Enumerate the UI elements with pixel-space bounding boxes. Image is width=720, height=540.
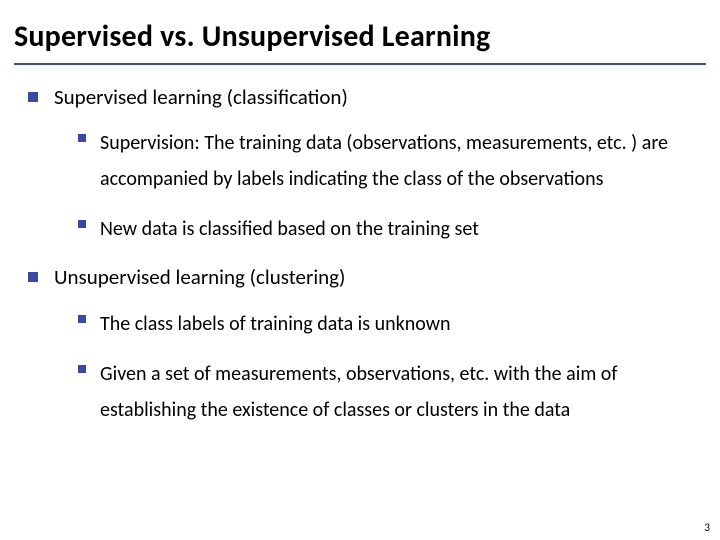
list-item-l1: Supervised learning (classification) (28, 83, 692, 111)
l2-text: The class labels of training data is unk… (100, 306, 451, 342)
l1-text: Supervised learning (classification) (54, 83, 348, 111)
l2-text: Supervision: The training data (observat… (100, 125, 692, 197)
page-number: 3 (704, 521, 710, 534)
square-bullet-icon (78, 365, 86, 373)
slide-title: Supervised vs. Unsupervised Learning (0, 0, 720, 63)
square-bullet-icon (28, 272, 38, 282)
square-bullet-icon (78, 315, 86, 323)
list-item-l2: New data is classified based on the trai… (78, 211, 692, 247)
list-item-l2: Given a set of measurements, observation… (78, 356, 692, 428)
l2-text: Given a set of measurements, observation… (100, 356, 692, 428)
slide-content: Supervised learning (classification) Sup… (0, 83, 720, 428)
list-item-l2: Supervision: The training data (observat… (78, 125, 692, 197)
square-bullet-icon (78, 220, 86, 228)
list-item-l2: The class labels of training data is unk… (78, 306, 692, 342)
l1-text: Unsupervised learning (clustering) (54, 263, 345, 291)
list-item-l1: Unsupervised learning (clustering) (28, 263, 692, 291)
l2-text: New data is classified based on the trai… (100, 211, 479, 247)
square-bullet-icon (78, 134, 86, 142)
square-bullet-icon (28, 92, 38, 102)
title-underline (14, 63, 706, 65)
